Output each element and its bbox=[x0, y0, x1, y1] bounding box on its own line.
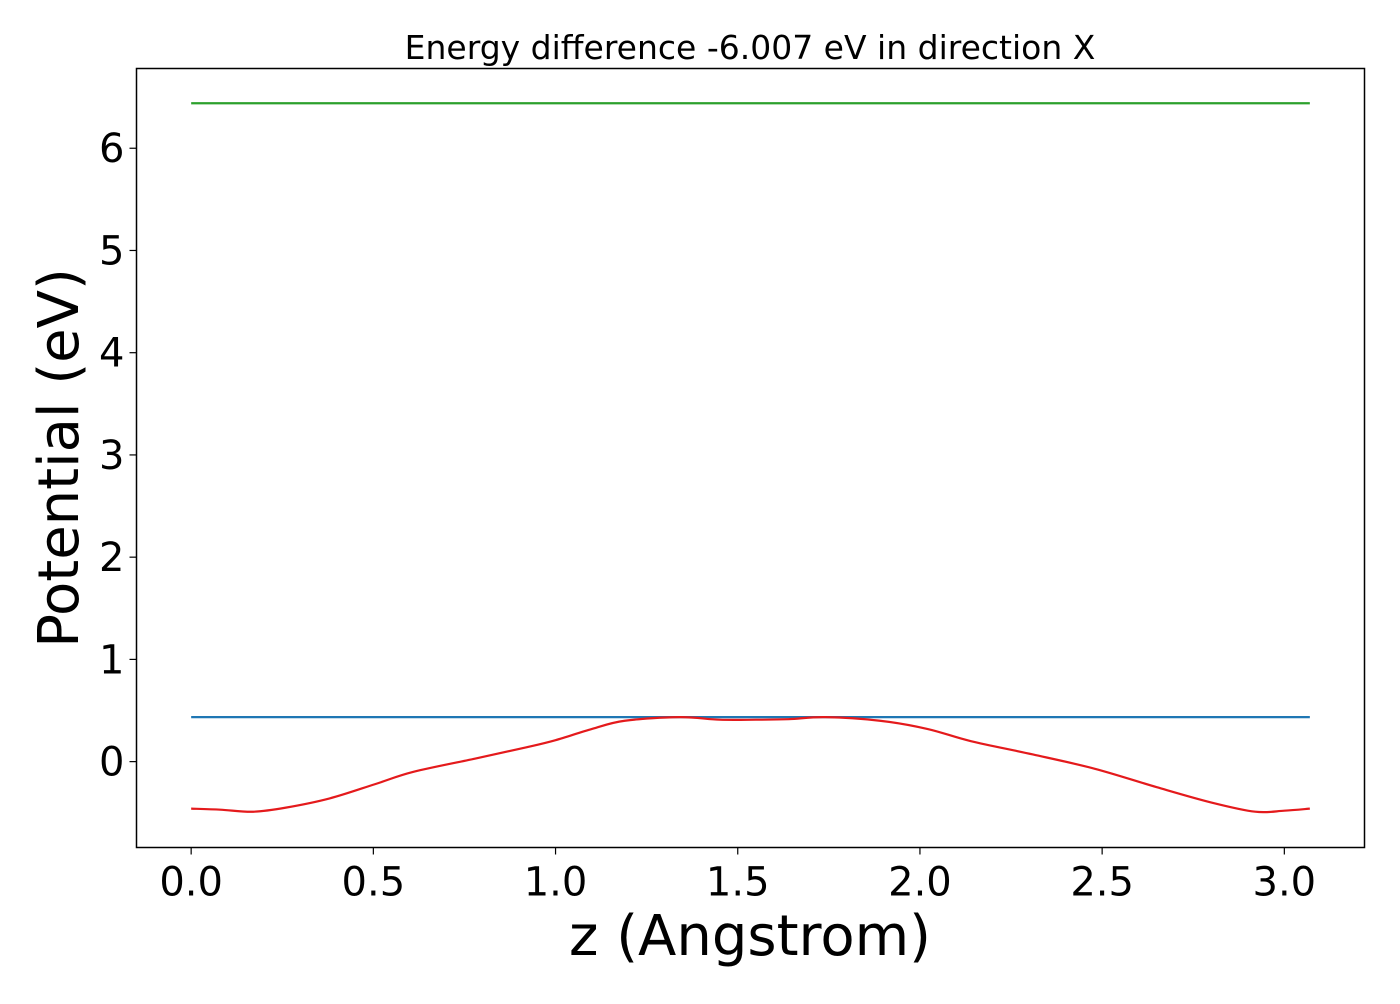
x-tick-label: 1.0 bbox=[524, 860, 588, 906]
y-tick-label: 2 bbox=[99, 535, 124, 581]
x-tick-label: 0.5 bbox=[342, 860, 406, 906]
x-tick-label: 2.0 bbox=[888, 860, 952, 906]
series-line-2 bbox=[191, 716, 1310, 814]
y-tick-label: 5 bbox=[99, 228, 124, 274]
x-tick-label: 3.0 bbox=[1253, 860, 1317, 906]
plot-frame bbox=[135, 67, 1366, 849]
y-tick-label: 1 bbox=[99, 637, 124, 683]
y-tick-label: 0 bbox=[99, 740, 124, 786]
y-tick-label: 3 bbox=[99, 433, 124, 479]
x-tick-label: 0.0 bbox=[159, 860, 223, 906]
x-tick-label: 1.5 bbox=[706, 860, 770, 906]
y-tick-label: 4 bbox=[99, 331, 124, 377]
x-axis-label: z (Angstrom) bbox=[569, 904, 931, 969]
x-tick-label: 2.5 bbox=[1070, 860, 1134, 906]
y-axis-label: Potential (eV) bbox=[27, 268, 92, 648]
y-tick-label: 6 bbox=[99, 126, 124, 172]
chart-title: Energy difference -6.007 eV in direction… bbox=[405, 28, 1096, 67]
